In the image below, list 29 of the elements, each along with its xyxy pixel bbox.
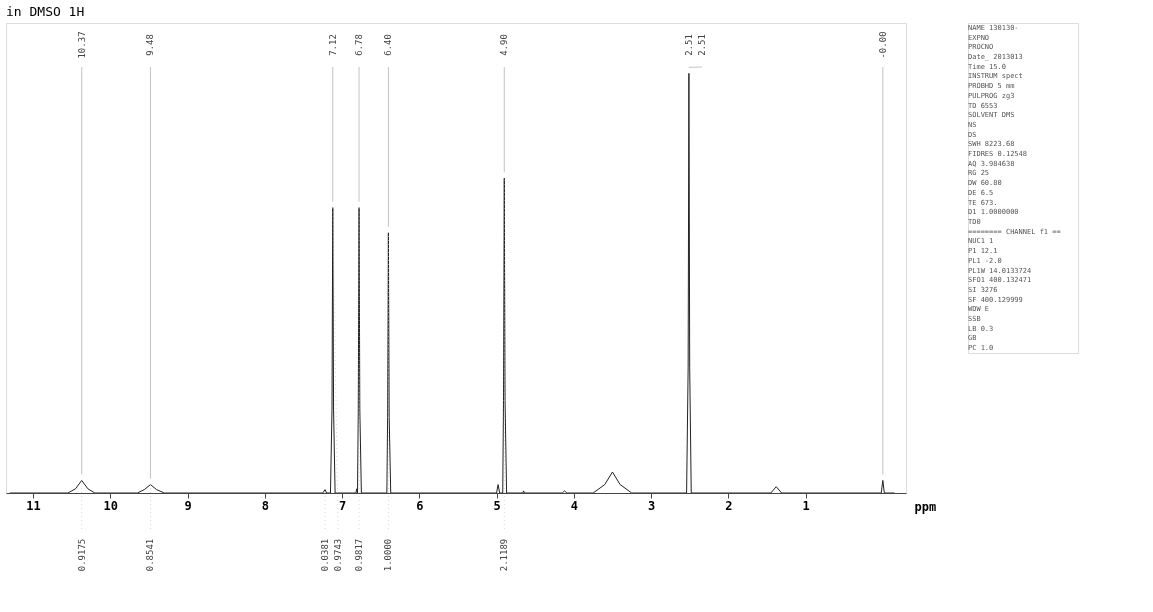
- x-tick-label: 3: [647, 498, 656, 513]
- x-tick-label: 7: [338, 498, 347, 513]
- x-tick-label: 6: [416, 498, 424, 513]
- annotation: -0.00: [877, 31, 888, 59]
- annotation: 7.12: [327, 34, 338, 56]
- x-tick-label: 4: [570, 498, 578, 513]
- x-tick-label: 1: [802, 498, 810, 513]
- annotation: 0.9743: [333, 538, 344, 572]
- annotation: 2.51: [696, 34, 707, 56]
- annotation: 2.51: [683, 34, 694, 56]
- annotation: 0.9817: [354, 538, 365, 572]
- annotation: 4.90: [499, 34, 510, 56]
- annotation: 6.78: [354, 34, 365, 56]
- chart-title: in DMSO 1H: [6, 4, 85, 19]
- x-tick-label: 10: [103, 498, 119, 513]
- annotation: 0.0381: [320, 538, 331, 572]
- x-tick-label: 8: [261, 498, 269, 513]
- x-axis-title: ppm: [914, 499, 937, 514]
- annotation: 9.48: [145, 34, 156, 56]
- annotation: 10.37: [76, 31, 87, 59]
- x-tick-label: 2: [725, 498, 733, 513]
- annotation: 6.40: [383, 34, 394, 56]
- annotation: 0.9175: [76, 538, 87, 572]
- x-tick-label: 11: [26, 498, 41, 513]
- annotation: 2.1189: [499, 538, 510, 572]
- x-tick-label: 9: [184, 498, 192, 513]
- annotation: 0.8541: [145, 538, 156, 572]
- x-tick-label: 5: [493, 498, 501, 513]
- annotation: 1.0000: [383, 538, 394, 572]
